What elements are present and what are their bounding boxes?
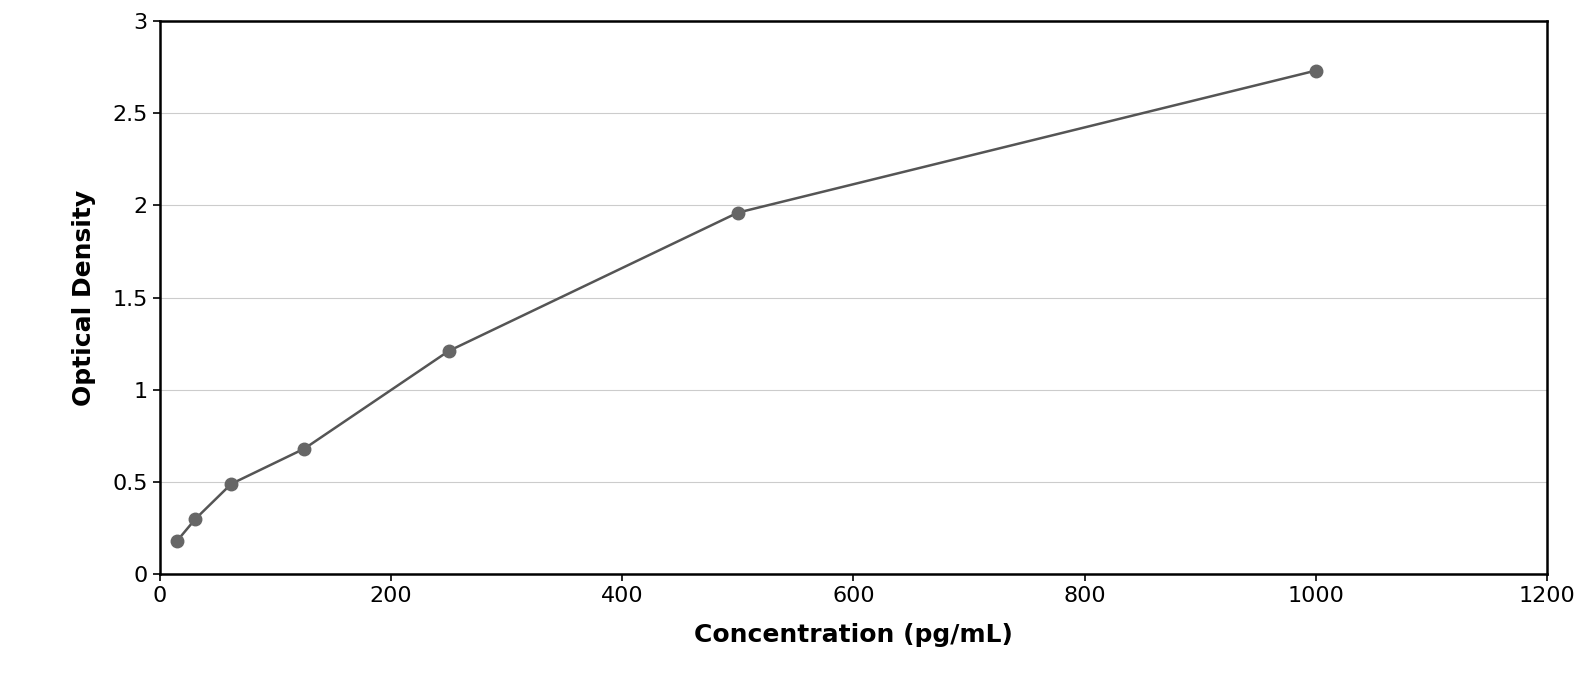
Point: [164, 536, 190, 547]
Point: [182, 513, 207, 525]
Point: [292, 444, 317, 455]
Y-axis label: Optical Density: Optical Density: [72, 190, 96, 406]
Point: [724, 207, 751, 218]
Point: [435, 345, 461, 356]
Point: [219, 478, 244, 489]
X-axis label: Concentration (pg/mL): Concentration (pg/mL): [694, 623, 1013, 647]
Point: [1303, 65, 1329, 76]
